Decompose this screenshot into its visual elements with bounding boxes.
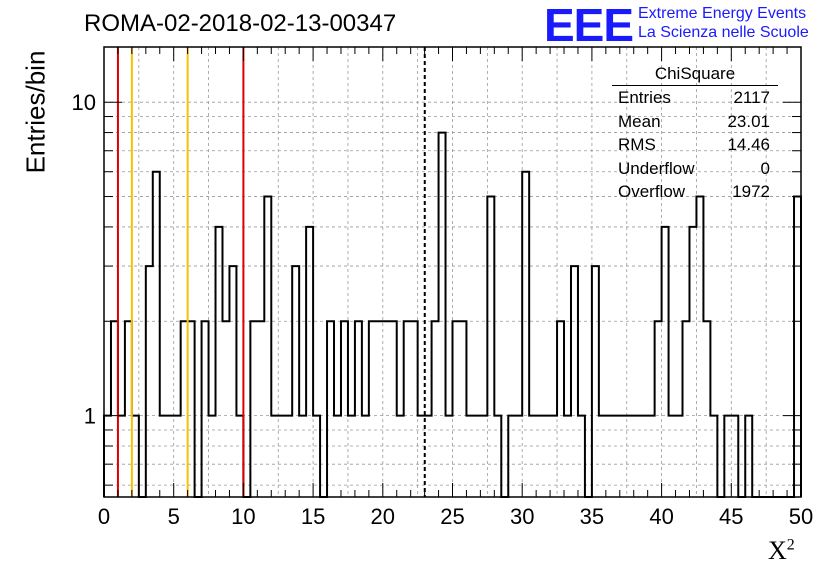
stats-value: 2117 xyxy=(733,88,770,107)
x-tick-label: 30 xyxy=(510,504,534,529)
x-axis-label-base: X xyxy=(768,536,787,565)
stats-row-entries: Entries 2117 xyxy=(612,88,778,112)
stats-row-rms: RMS 14.46 xyxy=(612,135,778,159)
stats-row-underflow: Underflow 0 xyxy=(612,159,778,183)
stats-value: 1972 xyxy=(732,182,770,201)
eee-logo: EEE xyxy=(544,0,634,51)
x-tick-label: 0 xyxy=(98,504,110,529)
x-tick-label: 40 xyxy=(649,504,673,529)
y-tick-label: 10 xyxy=(72,90,96,115)
histogram-series xyxy=(103,131,802,498)
x-tick-label: 45 xyxy=(719,504,743,529)
y-tick-label: 1 xyxy=(84,404,96,429)
stats-label: Overflow xyxy=(618,182,686,201)
stats-label: Underflow xyxy=(618,158,695,178)
stats-box-title: ChiSquare xyxy=(612,64,778,86)
x-tick-label: 15 xyxy=(301,504,325,529)
y-axis-label: Entries/bin xyxy=(20,50,51,174)
x-tick-label: 10 xyxy=(231,504,255,529)
x-axis-label: X2 xyxy=(768,536,795,566)
stats-value: 23.01 xyxy=(727,111,770,131)
stats-row-overflow: Overflow 1972 xyxy=(612,182,778,206)
logo-tagline-1: Extreme Energy Events xyxy=(638,5,807,22)
x-tick-label: 50 xyxy=(789,504,813,529)
stats-value: 14.46 xyxy=(727,135,770,154)
stats-label: Mean xyxy=(618,111,661,131)
stats-label: RMS xyxy=(618,135,656,154)
x-tick-label: 20 xyxy=(371,504,395,529)
x-tick-label: 25 xyxy=(440,504,464,529)
logo-tagline-2: La Scienza nelle Scuole xyxy=(638,24,809,41)
page-title: ROMA-02-2018-02-13-00347 xyxy=(84,10,397,37)
x-tick-label: 5 xyxy=(168,504,180,529)
stats-value: 0 xyxy=(760,158,770,178)
x-axis-label-superscript: 2 xyxy=(786,536,795,554)
stats-box: ChiSquare Entries 2117 Mean 23.01 RMS 14.46… xyxy=(612,64,778,206)
stats-row-mean: Mean 23.01 xyxy=(612,112,778,136)
stats-label: Entries xyxy=(618,88,671,107)
x-tick-label: 35 xyxy=(580,504,604,529)
